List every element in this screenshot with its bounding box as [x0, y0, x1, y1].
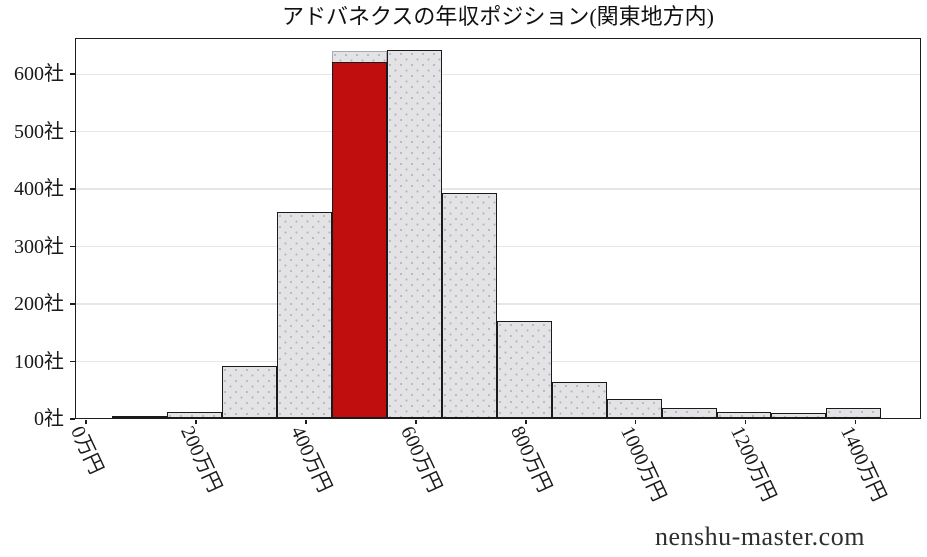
- x-tick-mark-1000: [634, 419, 637, 424]
- chart-title: アドバネクスの年収ポジション(関東地方内): [282, 4, 714, 29]
- gridline-400: [75, 188, 921, 190]
- histogram-bar: [716, 412, 772, 418]
- x-tick-label-1400: 1400万円: [835, 423, 890, 505]
- y-tick-label-600: 600社: [14, 63, 64, 86]
- y-tick-label-0: 0社: [34, 408, 64, 430]
- histogram-bar: [496, 321, 552, 418]
- histogram-bar: [551, 381, 607, 418]
- x-tick-mark-1400: [854, 419, 857, 424]
- histogram-bar: [661, 408, 717, 418]
- x-tick-mark-600: [415, 419, 417, 424]
- y-tick-label-500: 500社: [14, 120, 64, 143]
- histogram-bar: [826, 408, 882, 418]
- x-tick-label-1000: 1000万円: [615, 423, 670, 505]
- y-tick-mark-200: [70, 303, 75, 305]
- gridline-600: [75, 73, 921, 75]
- gridline-300: [75, 245, 921, 248]
- histogram-bar: [606, 399, 662, 418]
- y-tick-label-200: 200社: [14, 293, 64, 316]
- y-tick-mark-600: [70, 73, 75, 75]
- x-tick-label-0: 0万円: [66, 423, 108, 478]
- gridline-500: [75, 130, 921, 133]
- x-tick-mark-0: [85, 419, 87, 424]
- x-tick-label-400: 400万円: [285, 423, 336, 496]
- y-tick-mark-0: [70, 418, 75, 420]
- y-tick-label-300: 300社: [14, 235, 64, 258]
- y-tick-mark-400: [70, 188, 75, 190]
- y-tick-mark-500: [70, 130, 75, 133]
- y-tick-label-400: 400社: [14, 178, 64, 201]
- highlighted-bar: [331, 61, 387, 418]
- histogram-bar: [441, 193, 497, 418]
- x-tick-label-1200: 1200万円: [725, 423, 780, 505]
- x-tick-mark-800: [524, 419, 527, 424]
- histogram-bar: [386, 49, 442, 418]
- plot-area: [75, 38, 921, 419]
- histogram-bar: [771, 413, 827, 418]
- histogram-bar: [166, 412, 222, 418]
- x-tick-label-200: 200万円: [175, 423, 226, 496]
- x-tick-mark-1200: [744, 419, 747, 424]
- x-tick-label-800: 800万円: [505, 423, 556, 496]
- histogram-bar: [111, 416, 167, 418]
- x-tick-mark-200: [195, 419, 197, 424]
- y-tick-mark-100: [70, 360, 75, 363]
- watermark: nenshu-master.com: [655, 522, 865, 551]
- y-tick-label-100: 100社: [14, 350, 64, 373]
- histogram-bar: [221, 366, 277, 418]
- gridline-200: [75, 303, 921, 305]
- y-tick-mark-300: [70, 245, 75, 248]
- x-tick-mark-400: [305, 419, 307, 424]
- x-tick-label-600: 600万円: [395, 423, 446, 496]
- histogram-bar: [276, 211, 332, 418]
